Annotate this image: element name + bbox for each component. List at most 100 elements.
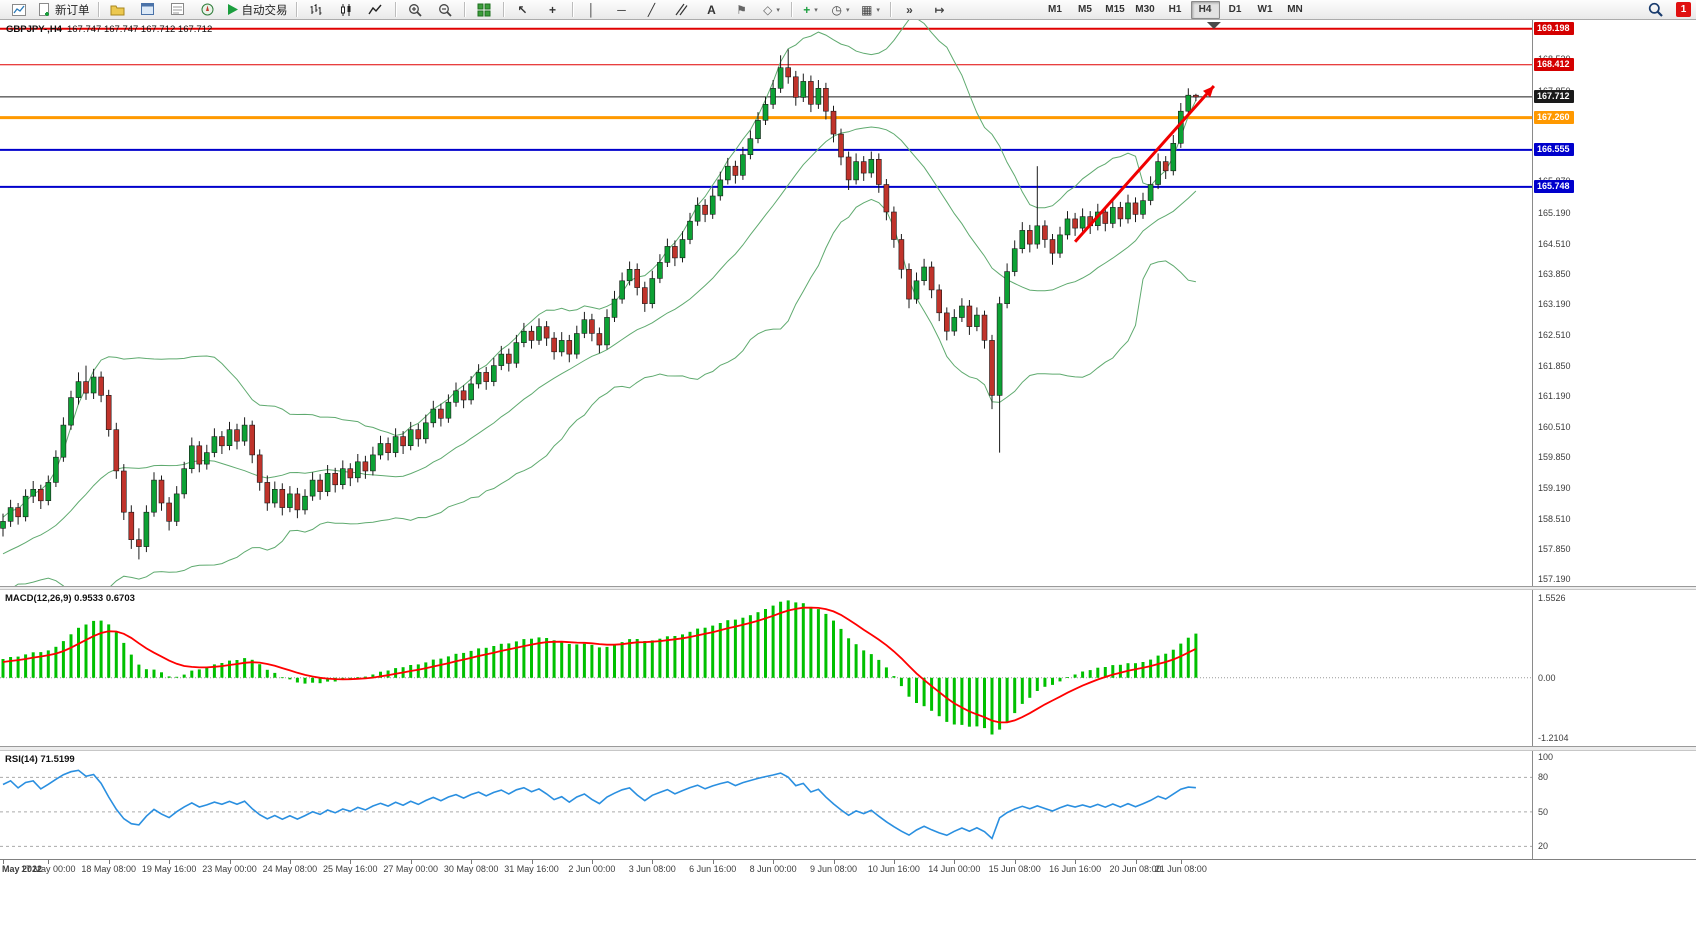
zoom-out-icon[interactable]	[430, 0, 460, 20]
time-axis-tick	[169, 860, 171, 864]
price-chart-canvas[interactable]	[0, 20, 1532, 586]
trendline-icon[interactable]: ╱	[647, 2, 656, 17]
rsi-label: RSI(14) 71.5199	[5, 754, 75, 765]
chart-line-icon[interactable]	[361, 0, 391, 20]
time-axis-tick	[471, 860, 473, 864]
chevron-down-icon: ▾	[845, 6, 850, 14]
toolbar-separator	[889, 2, 891, 17]
price-chart-panel[interactable]: GBPJPY-,H4 167.747 167.747 167.712 167.71…	[0, 20, 1696, 586]
time-axis-label: May 2022	[2, 864, 43, 874]
rsi-canvas[interactable]	[0, 751, 1532, 859]
channel-icon[interactable]	[667, 0, 697, 20]
cursor-icon[interactable]: ↖	[517, 2, 528, 17]
chart-candles-icon[interactable]	[331, 0, 361, 20]
time-axis-label: 15 Jun 08:00	[988, 864, 1041, 874]
notification-badge[interactable]: 1	[1676, 2, 1691, 17]
vertical-line-icon[interactable]: │	[587, 2, 596, 17]
time-axis-tick	[591, 860, 593, 864]
chart-shift-icon[interactable]: ↦	[934, 2, 945, 17]
timeframe-button-h4[interactable]: H4	[1190, 0, 1220, 19]
rsi-scale-label: 100	[1538, 752, 1554, 762]
rsi-panel[interactable]: RSI(14) 71.5199 100 80 50 20	[0, 751, 1696, 859]
navigator-icon[interactable]	[193, 0, 223, 20]
price-scale-tick: 157.850	[1538, 543, 1571, 554]
price-scale-tick: 162.510	[1538, 330, 1571, 341]
toolbar-separator	[790, 2, 792, 17]
indicators-add-dropdown[interactable]: + ▾	[803, 2, 818, 17]
price-tag: 167.712	[1534, 90, 1574, 104]
market-watch-icon[interactable]	[133, 0, 163, 20]
macd-scale-label: 1.5526	[1538, 593, 1566, 603]
timeframe-button-m5[interactable]: M5	[1078, 4, 1092, 15]
price-scale-tick: 158.510	[1538, 513, 1571, 524]
time-axis[interactable]: May 2022 17 May 00:00 18 May 08:00 19 May 1…	[0, 859, 1696, 879]
time-axis-label: 9 Jun 08:00	[809, 864, 858, 874]
price-tag: 168.412	[1534, 58, 1574, 72]
price-scale-tick: 164.510	[1538, 238, 1571, 249]
timeframe-button-w1[interactable]: W1	[1257, 4, 1273, 15]
macd-scale-border	[1532, 590, 1533, 746]
label-icon[interactable]: ⚑	[736, 2, 747, 17]
price-scale-tick: 161.190	[1538, 390, 1571, 401]
time-axis-label: 31 May 16:00	[504, 864, 559, 874]
time-axis-label: 3 Jun 08:00	[628, 864, 676, 874]
price-scale-border	[1532, 20, 1533, 586]
price-tag: 166.555	[1534, 143, 1574, 157]
profiles-icon[interactable]	[103, 0, 133, 20]
periods-dropdown[interactable]: ◷ ▾	[831, 2, 850, 17]
time-axis-tick	[833, 860, 835, 864]
time-axis-tick	[1180, 860, 1182, 864]
new-chart-icon[interactable]	[4, 0, 34, 20]
data-window-icon[interactable]	[163, 0, 193, 20]
time-axis-tick	[229, 860, 231, 864]
price-scale-tick: 163.850	[1538, 268, 1571, 279]
chevron-down-icon: ▾	[814, 6, 818, 14]
time-axis-tick	[531, 860, 533, 864]
price-tag: 165.748	[1534, 180, 1574, 194]
timeframe-button-m30[interactable]: M30	[1135, 4, 1155, 15]
time-axis-tick	[893, 860, 895, 864]
auto-trading-button-label: 自动交易	[241, 4, 288, 17]
macd-label: MACD(12,26,9) 0.9533 0.6703	[5, 593, 135, 604]
new-order-button[interactable]: 新订单	[34, 0, 94, 20]
search-icon[interactable]	[1640, 0, 1670, 20]
time-axis-label: 8 Jun 00:00	[749, 864, 797, 874]
tile-windows-icon[interactable]	[469, 0, 499, 20]
crosshair-icon[interactable]: +	[548, 2, 556, 17]
time-axis-tick	[108, 860, 110, 864]
toolbar-right-group: 1	[1640, 0, 1691, 20]
toolbar-separator	[394, 2, 396, 17]
macd-canvas[interactable]	[0, 590, 1532, 746]
price-scale-tick: 160.510	[1538, 422, 1571, 432]
price-scale-tick: 163.190	[1538, 299, 1571, 310]
time-axis-label: 24 May 08:00	[262, 864, 318, 874]
panel-splitter[interactable]	[0, 586, 1696, 590]
timeframe-button-m1[interactable]: M1	[1048, 4, 1062, 15]
price-scale-tick: 161.850	[1538, 360, 1571, 371]
time-axis-label: 19 May 16:00	[141, 864, 197, 874]
templates-dropdown[interactable]: ▦ ▾	[861, 2, 880, 17]
toolbar-separator	[571, 2, 573, 17]
rsi-scale-label: 20	[1538, 841, 1549, 852]
toolbar: 新订单 自动交易 ↖ + │ ─ ╱ A ⚑ ◇ ▾ + ▾ ◷ ▾ ▦ ▾ » ↦ M1 M5 M15 M30 H1 H4 D1…	[0, 0, 1696, 20]
timeframe-button-m15[interactable]: M15	[1105, 4, 1125, 15]
time-axis-label: 30 May 08:00	[443, 864, 499, 874]
zoom-in-icon[interactable]	[400, 0, 430, 20]
timeframe-button-mn[interactable]: MN	[1287, 4, 1303, 15]
macd-panel[interactable]: MACD(12,26,9) 0.9533 0.6703 1.5526 0.00 -1…	[0, 590, 1696, 746]
auto-scroll-icon[interactable]: »	[906, 2, 913, 17]
chart-bars-icon[interactable]	[301, 0, 331, 20]
time-axis-tick	[712, 860, 714, 864]
time-axis-tick	[954, 860, 956, 864]
auto-trading-button[interactable]: 自动交易	[223, 0, 292, 20]
panel-splitter[interactable]	[0, 746, 1696, 751]
time-axis-tick	[773, 860, 775, 864]
time-axis-tick	[350, 860, 352, 864]
shapes-dropdown[interactable]: ◇ ▾	[763, 2, 780, 17]
timeframe-button-d1[interactable]: D1	[1228, 4, 1242, 15]
horizontal-line-icon[interactable]: ─	[617, 2, 626, 17]
text-icon[interactable]: A	[707, 2, 716, 17]
timeframe-button-h1[interactable]: H1	[1168, 4, 1182, 15]
time-axis-tick	[1075, 860, 1077, 864]
time-axis-tick	[1135, 860, 1137, 864]
